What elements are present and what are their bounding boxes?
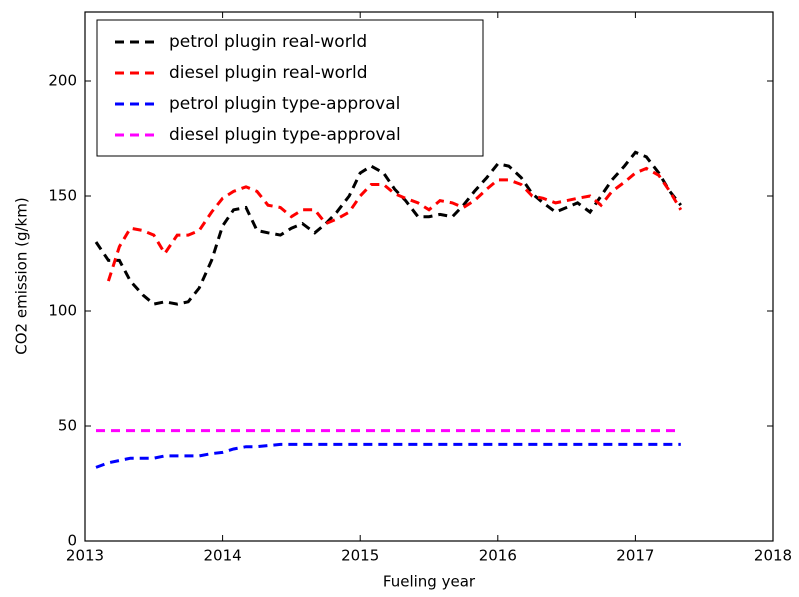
x-axis-label: Fueling year [383, 573, 476, 591]
y-axis-label: CO2 emission (g/km) [13, 197, 31, 354]
y-tick-label: 0 [67, 532, 77, 550]
legend-label: diesel plugin real-world [169, 63, 368, 83]
y-tick-label: 200 [48, 72, 77, 90]
x-tick-label: 2015 [341, 547, 379, 565]
series-line [94, 150, 682, 306]
x-tick-label: 2017 [616, 547, 654, 565]
series-line [106, 166, 683, 282]
x-tick-label: 2016 [479, 547, 517, 565]
y-tick-label: 150 [48, 187, 77, 205]
x-tick-label: 2013 [66, 547, 104, 565]
legend-box [96, 19, 484, 157]
legend-label: petrol plugin type-approval [169, 94, 400, 114]
y-tick-label: 50 [58, 417, 77, 435]
plot-frame [84, 11, 774, 542]
legend-label: petrol plugin real-world [169, 32, 367, 52]
legend-label: diesel plugin type-approval [169, 125, 401, 145]
x-tick-label: 2018 [754, 547, 792, 565]
y-tick-label: 100 [48, 302, 77, 320]
x-tick-label: 2014 [204, 547, 242, 565]
